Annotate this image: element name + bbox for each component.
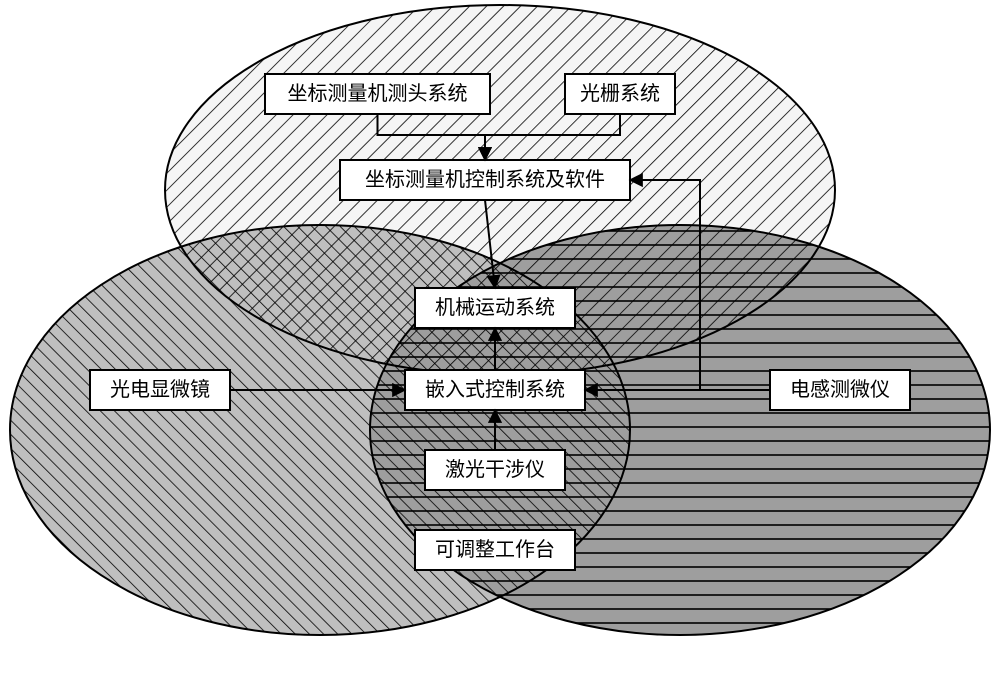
diagram-box-a: 坐标测量机测头系统 xyxy=(265,74,490,114)
box-label: 可调整工作台 xyxy=(435,538,555,561)
box-label: 电感测微仪 xyxy=(790,378,890,401)
diagram-box-g: 可调整工作台 xyxy=(415,530,575,570)
box-label: 嵌入式控制系统 xyxy=(425,378,565,401)
box-label: 坐标测量机测头系统 xyxy=(288,82,468,105)
diagram-box-c: 坐标测量机控制系统及软件 xyxy=(340,160,630,200)
diagram-box-d: 机械运动系统 xyxy=(415,288,575,328)
diagram-box-b: 光栅系统 xyxy=(565,74,675,114)
diagram-box-h: 光电显微镜 xyxy=(90,370,230,410)
diagram-box-i: 电感测微仪 xyxy=(770,370,910,410)
diagram-box-e: 嵌入式控制系统 xyxy=(405,370,585,410)
diagram-box-f: 激光干涉仪 xyxy=(425,450,565,490)
box-label: 光栅系统 xyxy=(580,82,660,105)
box-label: 光电显微镜 xyxy=(110,378,210,401)
box-label: 机械运动系统 xyxy=(435,296,555,319)
box-label: 激光干涉仪 xyxy=(445,458,545,481)
box-label: 坐标测量机控制系统及软件 xyxy=(365,168,605,191)
